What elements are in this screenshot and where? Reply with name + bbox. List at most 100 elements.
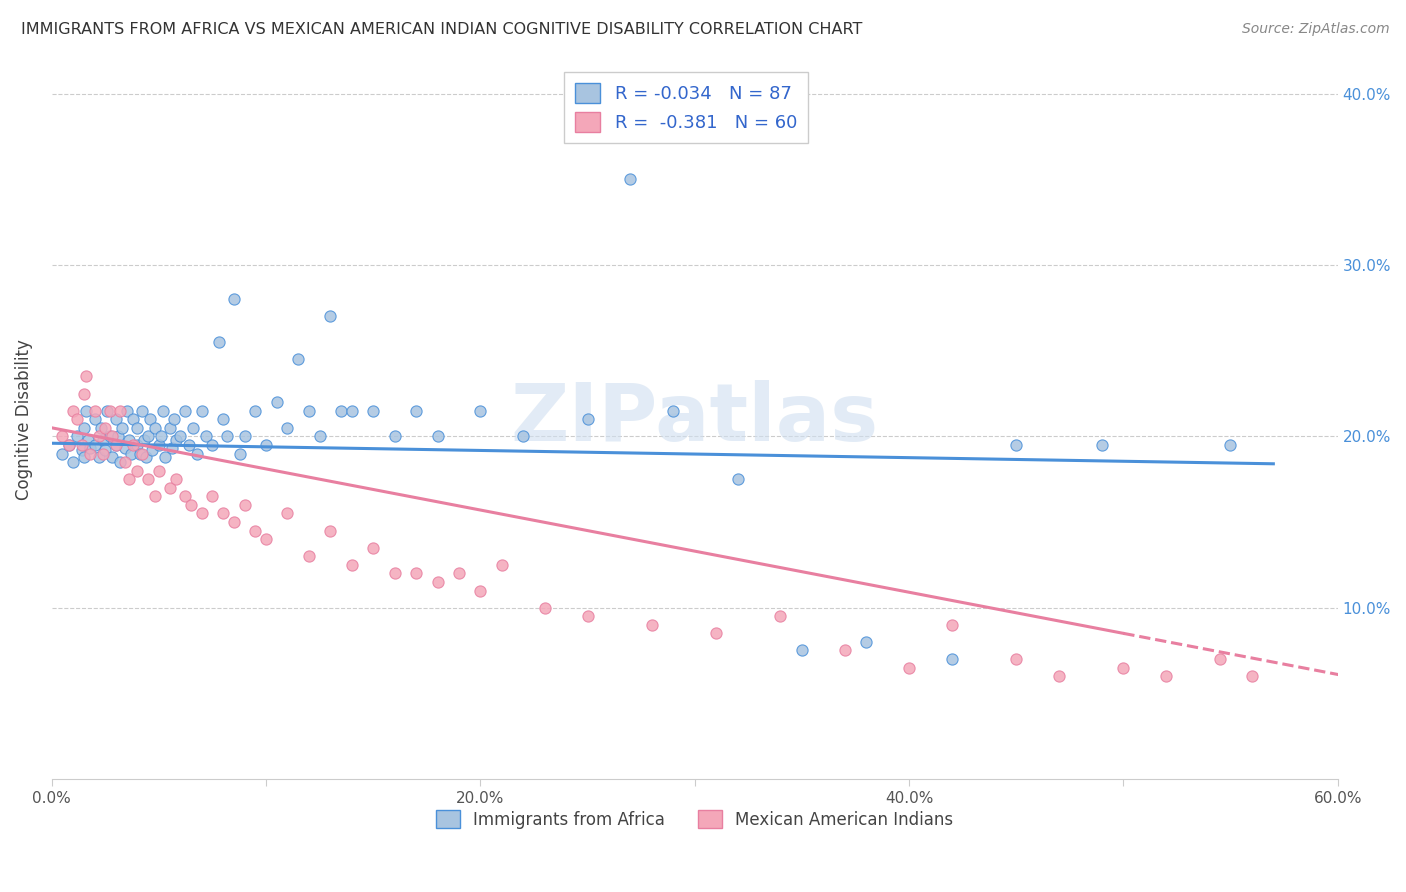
Point (51, 429, 73, 443)
Point (191, 403, 214, 417)
Point (75, 369, 97, 384)
Point (127, 421, 149, 435)
Point (181, 421, 204, 435)
Point (105, 438, 128, 452)
Point (83, 438, 105, 452)
Point (276, 507, 298, 521)
Point (361, 541, 384, 555)
Point (135, 450, 157, 464)
Point (122, 412, 145, 426)
Point (1005, 438, 1028, 452)
Point (107, 429, 129, 443)
Point (91, 433, 114, 447)
Point (855, 635, 877, 649)
Point (163, 412, 186, 426)
Point (834, 643, 856, 657)
Point (1240, 669, 1263, 683)
Point (384, 566, 406, 581)
Point (180, 498, 202, 512)
Point (201, 489, 224, 503)
Point (143, 421, 166, 435)
Point (1154, 669, 1177, 683)
Point (340, 403, 363, 417)
Point (217, 429, 239, 443)
Point (83, 412, 105, 426)
Point (266, 395, 288, 409)
Point (143, 489, 166, 503)
Point (160, 442, 183, 456)
Point (233, 498, 256, 512)
Point (105, 412, 128, 426)
Point (576, 609, 599, 624)
Point (100, 429, 122, 443)
Point (110, 403, 132, 417)
Point (186, 446, 208, 460)
Point (131, 446, 153, 460)
Point (148, 464, 170, 478)
Point (114, 442, 136, 456)
Point (769, 609, 792, 624)
Point (287, 352, 309, 367)
Point (152, 403, 174, 417)
Text: Source: ZipAtlas.com: Source: ZipAtlas.com (1241, 22, 1389, 37)
Point (75, 403, 97, 417)
Point (150, 429, 173, 443)
Point (470, 403, 492, 417)
Point (1112, 660, 1135, 674)
Point (136, 472, 159, 486)
Point (120, 446, 142, 460)
Point (87, 429, 110, 443)
Point (87, 450, 110, 464)
Point (91, 446, 114, 460)
Point (245, 403, 267, 417)
Point (361, 403, 384, 417)
Point (941, 617, 963, 632)
Point (96, 403, 118, 417)
Point (576, 412, 599, 426)
Point (195, 429, 218, 443)
Point (308, 429, 330, 443)
Point (254, 438, 277, 452)
Point (470, 583, 492, 598)
Point (51, 446, 73, 460)
Point (1047, 669, 1070, 683)
Text: IMMIGRANTS FROM AFRICA VS MEXICAN AMERICAN INDIAN COGNITIVE DISABILITY CORRELATI: IMMIGRANTS FROM AFRICA VS MEXICAN AMERIC… (21, 22, 862, 37)
Point (298, 403, 321, 417)
Point (191, 507, 214, 521)
Point (77, 433, 100, 447)
Point (70, 438, 93, 452)
Point (127, 464, 149, 478)
Point (62, 455, 84, 469)
Point (58, 438, 80, 452)
Point (319, 310, 342, 324)
Point (245, 524, 267, 538)
Point (94, 421, 117, 435)
Point (790, 643, 813, 657)
Point (105, 438, 128, 452)
Point (405, 566, 427, 581)
Point (222, 515, 245, 529)
Y-axis label: Cognitive Disability: Cognitive Disability (15, 339, 32, 500)
Point (704, 626, 727, 640)
Point (118, 433, 141, 447)
Point (66, 412, 89, 426)
Point (222, 293, 245, 307)
Point (122, 438, 145, 452)
Point (384, 429, 406, 443)
Point (165, 472, 187, 486)
Point (70, 443, 93, 458)
Point (155, 450, 177, 464)
Point (173, 403, 195, 417)
Point (148, 438, 170, 452)
Point (229, 446, 252, 460)
Point (90, 421, 112, 435)
Point (136, 429, 159, 443)
Point (94, 443, 117, 458)
Point (66, 429, 89, 443)
Point (662, 403, 685, 417)
Point (727, 472, 749, 486)
Point (1219, 438, 1241, 452)
Point (58, 438, 80, 452)
Point (426, 429, 449, 443)
Point (941, 652, 963, 666)
